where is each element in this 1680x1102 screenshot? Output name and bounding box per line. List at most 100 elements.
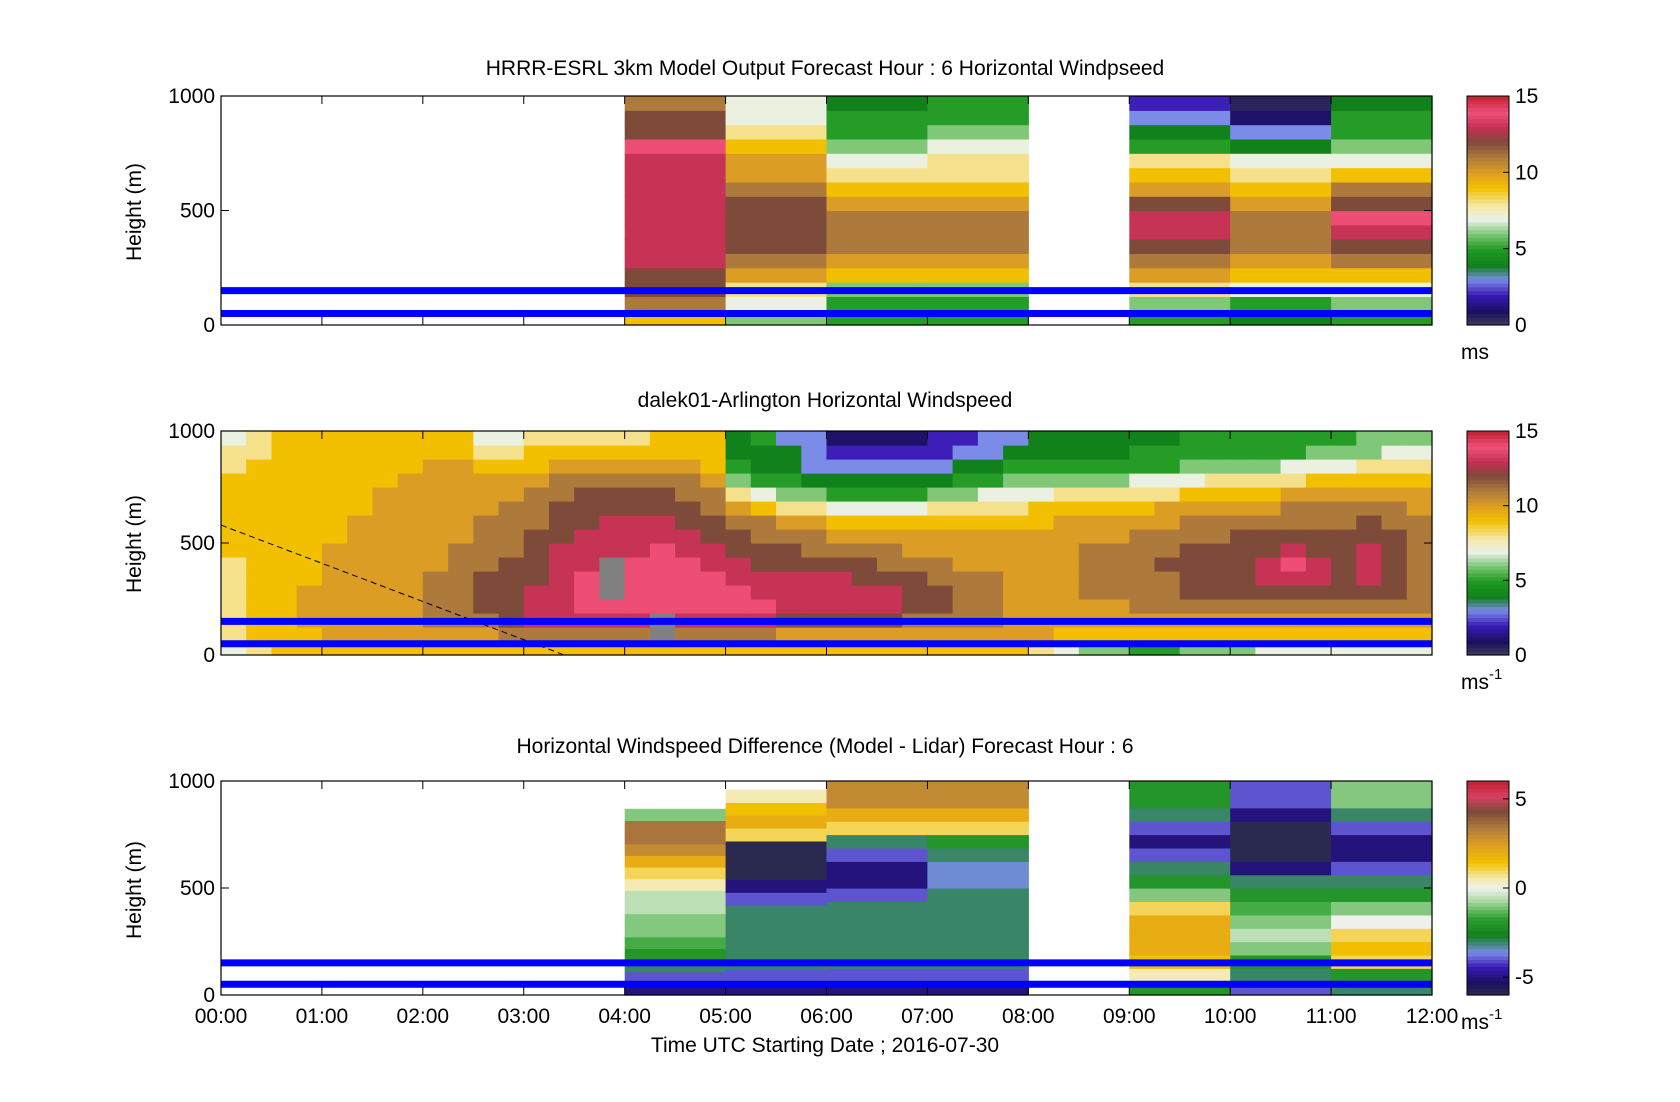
heatmap-cell (851, 431, 878, 446)
heatmap-cell (246, 487, 272, 502)
heatmap-cell (448, 473, 474, 488)
heatmap-cell (826, 473, 853, 488)
heatmap-cell (725, 599, 752, 614)
heatmap-cell (750, 515, 777, 530)
colorbar-segment (1467, 513, 1509, 518)
heatmap-cell (271, 529, 298, 544)
heatmap-cell (1331, 431, 1357, 446)
colorbar-segment (1467, 625, 1509, 630)
heatmap-cell (1230, 834, 1332, 849)
heatmap-cell (422, 515, 449, 530)
heatmap-cell (1154, 585, 1181, 600)
heatmap-cell (549, 487, 575, 502)
heatmap-cell (927, 557, 954, 572)
heatmap-cell (1104, 571, 1130, 586)
heatmap-cell (776, 585, 802, 600)
heatmap-cell (725, 196, 828, 212)
heatmap-cell (624, 936, 727, 949)
heatmap-cell (1003, 585, 1029, 600)
heatmap-cell (1129, 928, 1231, 943)
heatmap-cell (372, 487, 399, 502)
heatmap-cell (624, 599, 651, 614)
heatmap-cell (1179, 543, 1206, 558)
heatmap-cell (902, 487, 928, 502)
heatmap-cell (725, 943, 828, 957)
colorbar-segment (1467, 572, 1509, 578)
heatmap-cell (1053, 627, 1080, 642)
heatmap-cell (271, 459, 298, 474)
heatmap-cell (1356, 543, 1383, 558)
heatmap-cell (422, 529, 449, 544)
heatmap-cell (1204, 557, 1231, 572)
heatmap-cell (1078, 571, 1105, 586)
colorbar-segment (1467, 934, 1509, 939)
heatmap-cell (473, 557, 500, 572)
heatmap-cell (1028, 585, 1055, 600)
heatmap-cell (649, 473, 676, 488)
heatmap-cell (1129, 861, 1231, 876)
heatmap-cell (1331, 515, 1357, 530)
heatmap-cell (1331, 914, 1433, 929)
heatmap-cell (1331, 861, 1433, 876)
colorbar-segment (1467, 841, 1509, 846)
heatmap-cell (1406, 585, 1433, 600)
heatmap-cell (372, 543, 399, 558)
heatmap-cell (372, 431, 399, 446)
colorbar-segment (1467, 244, 1509, 250)
heatmap-cell (826, 914, 928, 929)
colorbar-unit: ms (1461, 341, 1489, 364)
heatmap-cell (1028, 599, 1055, 614)
heatmap-cell (347, 627, 373, 642)
heatmap-cell (877, 529, 903, 544)
heatmap-cell (397, 543, 424, 558)
colorbar-segment (1467, 494, 1509, 499)
heatmap-cell (927, 599, 954, 614)
panel-title: HRRR-ESRL 3km Model Output Forecast Hour… (486, 57, 1164, 80)
heatmap-cell (826, 515, 853, 530)
heatmap-cell (296, 529, 323, 544)
colorbar-segment (1467, 613, 1509, 619)
heatmap-cell (952, 445, 979, 460)
heatmap-cell (725, 501, 752, 516)
heatmap-area (221, 781, 1433, 996)
heatmap-cell (321, 515, 348, 530)
heatmap-cell (927, 296, 1029, 312)
heatmap-cell (246, 585, 272, 600)
colorbar-segment (1467, 595, 1509, 600)
heatmap-cell (1230, 557, 1256, 572)
heatmap-cell (448, 571, 474, 586)
heatmap-cell (700, 571, 727, 586)
heatmap-cell (549, 529, 575, 544)
heatmap-cell (1129, 138, 1231, 154)
heatmap-cell (1204, 515, 1231, 530)
x-tick-label: 10:00 (1204, 1005, 1257, 1028)
heatmap-cell (851, 543, 878, 558)
heatmap-cell (624, 181, 727, 197)
heatmap-cell (1280, 543, 1307, 558)
colorbar-segment (1467, 884, 1509, 889)
heatmap-cell (927, 794, 1029, 809)
colorbar-segment (1467, 294, 1509, 299)
colorbar-segment (1467, 445, 1509, 451)
heatmap-cell (927, 914, 1029, 929)
heatmap-cell (523, 529, 550, 544)
heatmap-cell (877, 459, 903, 474)
colorbar-segment (1467, 557, 1509, 563)
heatmap-cell (952, 585, 979, 600)
heatmap-cell (1154, 557, 1181, 572)
heatmap-cell (675, 487, 701, 502)
heatmap-cell (1381, 529, 1408, 544)
heatmap-cell (826, 557, 853, 572)
heatmap-cell (1129, 888, 1231, 902)
heatmap-cell (1230, 529, 1256, 544)
heatmap-cell (296, 571, 323, 586)
heatmap-cell (1230, 914, 1332, 929)
colorbar-segment (1467, 321, 1509, 326)
heatmap-cell (473, 501, 500, 516)
heatmap-cell (1305, 599, 1332, 614)
heatmap-cell (776, 501, 802, 516)
heatmap-cell (1129, 515, 1156, 530)
heatmap-cell (1230, 847, 1332, 862)
heatmap-cell (296, 557, 323, 572)
heatmap-cell (1331, 968, 1433, 983)
